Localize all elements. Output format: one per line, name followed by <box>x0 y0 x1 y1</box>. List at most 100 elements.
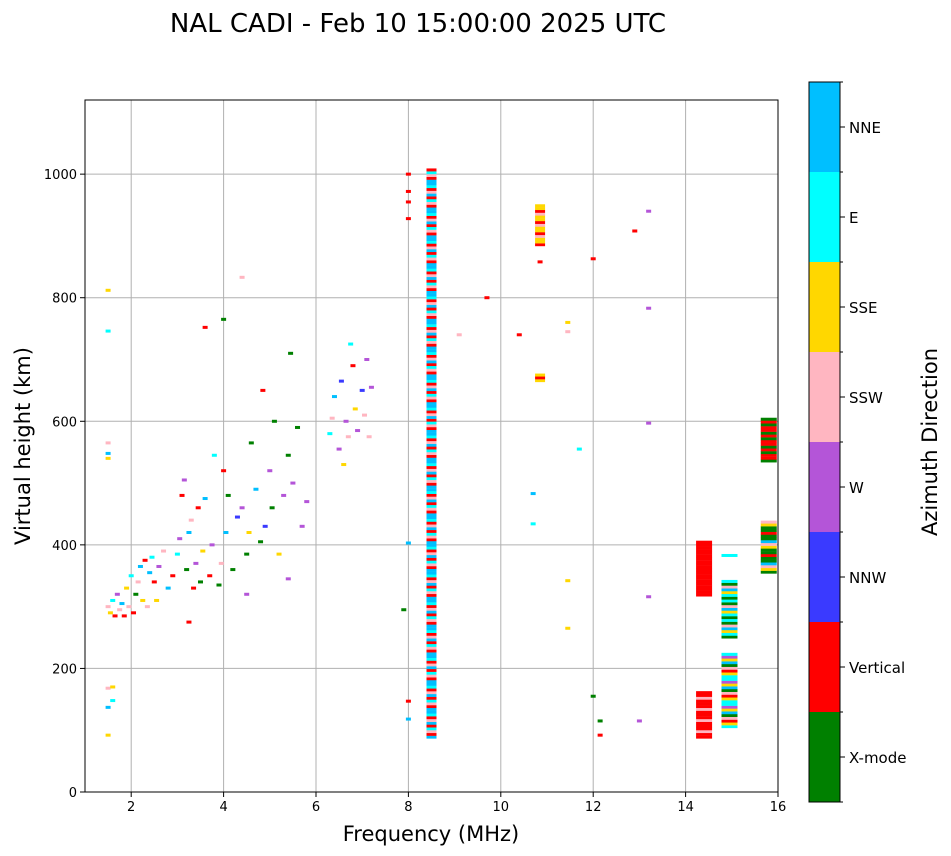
echo-column-segment <box>721 591 738 595</box>
echo-column-segment <box>426 368 437 372</box>
echo-column-segment <box>426 710 437 714</box>
echo-point <box>632 229 638 233</box>
echo-column-segment <box>426 532 437 536</box>
echo-column-segment <box>426 643 437 647</box>
echo-point <box>216 583 222 587</box>
echo-column-segment <box>535 212 546 216</box>
echo-column-segment <box>426 463 437 467</box>
echo-point <box>262 524 268 528</box>
echo-point <box>285 453 291 457</box>
echo-column-segment <box>721 661 738 665</box>
echo-column-segment <box>426 196 437 200</box>
echo-point <box>258 540 264 544</box>
echo-column-segment <box>760 570 777 574</box>
echo-column-segment <box>721 602 738 606</box>
echo-column-segment <box>535 243 546 247</box>
echo-column-segment <box>426 479 437 483</box>
colorbar-swatch-sse <box>809 262 840 352</box>
echo-column-segment <box>426 502 437 506</box>
echo-column-segment <box>721 604 738 608</box>
echo-point <box>537 260 543 264</box>
echo-point <box>105 733 111 737</box>
echo-point <box>165 586 171 590</box>
echo-point <box>576 447 582 451</box>
echo-column-segment <box>760 542 777 546</box>
echo-point <box>110 699 116 703</box>
echo-column-segment <box>721 700 738 704</box>
echo-column-segment <box>696 707 713 711</box>
echo-point <box>234 515 240 519</box>
echo-column-segment <box>426 688 437 692</box>
echo-column-segment <box>426 179 437 183</box>
echo-column-segment <box>426 529 437 533</box>
echo-column-segment <box>426 652 437 656</box>
echo-column-segment <box>426 343 437 347</box>
echo-point <box>144 605 150 609</box>
echo-point <box>267 469 273 473</box>
echo-column-segment <box>426 549 437 553</box>
echo-column-segment <box>721 722 738 726</box>
echo-column-segment <box>426 702 437 706</box>
echo-point <box>565 320 571 324</box>
echo-column-segment <box>426 496 437 500</box>
echo-column-segment <box>535 226 546 230</box>
echo-column-segment <box>721 596 738 600</box>
echo-point <box>239 506 245 510</box>
echo-column-segment <box>760 431 777 435</box>
echo-point <box>128 574 134 578</box>
echo-column-segment <box>426 552 437 556</box>
echo-column-segment <box>426 566 437 570</box>
echo-column-segment <box>426 424 437 428</box>
colorbar-swatch-ssw <box>809 352 840 442</box>
echo-column-segment <box>426 304 437 308</box>
echo-column-segment <box>760 562 777 566</box>
echo-column-segment <box>426 324 437 328</box>
echo-column-segment <box>426 318 437 322</box>
echo-column-segment <box>721 624 738 628</box>
colorbar-tick-label: NNW <box>849 569 886 587</box>
echo-column-segment <box>721 683 738 687</box>
echo-point <box>345 435 351 439</box>
echo-point <box>105 456 111 460</box>
echo-point <box>359 388 365 392</box>
echo-column-segment <box>426 440 437 444</box>
echo-point <box>112 614 118 618</box>
echo-column-segment <box>426 385 437 389</box>
echo-point <box>260 388 266 392</box>
echo-column-segment <box>760 456 777 460</box>
echo-column-segment <box>426 260 437 264</box>
echo-column-segment <box>426 657 437 661</box>
echo-point <box>230 568 236 572</box>
echo-point <box>405 541 411 545</box>
echo-point <box>565 579 571 583</box>
echo-point <box>368 385 374 389</box>
echo-column-segment <box>721 607 738 611</box>
echo-column-segment <box>721 579 738 583</box>
echo-column-segment <box>696 732 713 736</box>
echo-column-segment <box>721 725 738 729</box>
echo-column-segment <box>426 560 437 564</box>
echo-column-segment <box>426 301 437 305</box>
echo-point <box>188 518 194 522</box>
echo-point <box>105 605 111 609</box>
echo-point <box>590 694 596 698</box>
echo-point <box>209 543 215 547</box>
echo-column-segment <box>696 735 713 739</box>
echo-column-segment <box>426 602 437 606</box>
echo-point <box>366 435 372 439</box>
echo-column-segment <box>721 686 738 690</box>
echo-column-segment <box>721 672 738 676</box>
echo-point <box>248 441 254 445</box>
echo-point <box>341 463 347 467</box>
echo-column-segment <box>696 693 713 697</box>
echo-point <box>405 172 411 176</box>
y-tick-label: 800 <box>52 292 77 307</box>
echo-column-segment <box>426 249 437 253</box>
echo-point <box>121 614 127 618</box>
echo-point <box>137 564 143 568</box>
echo-point <box>329 416 335 420</box>
echo-column-segment <box>696 718 713 722</box>
echo-point <box>198 580 203 584</box>
y-tick-label: 400 <box>52 539 77 554</box>
echo-column-segment <box>426 696 437 700</box>
